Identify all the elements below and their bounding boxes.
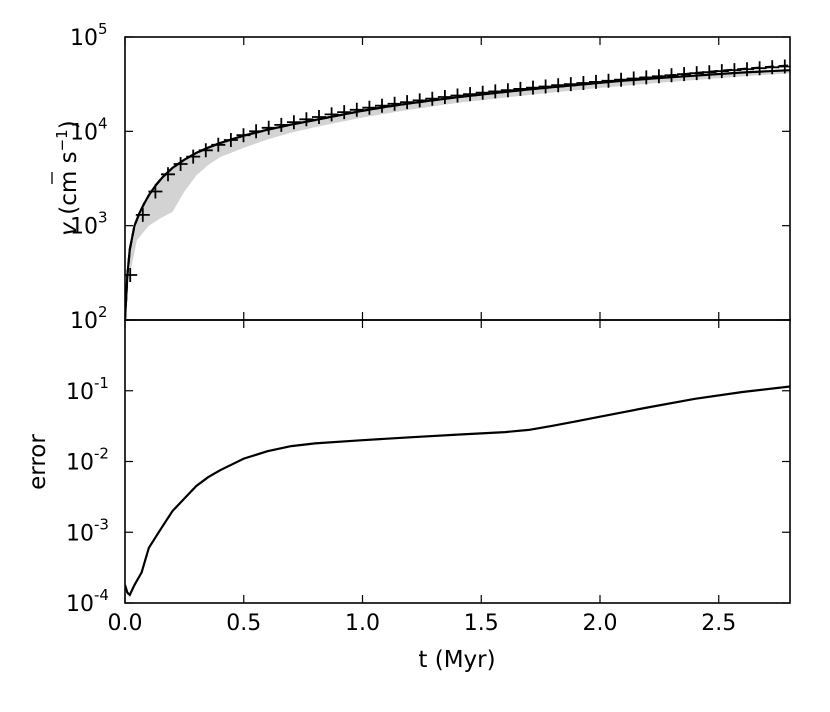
error-series-line	[125, 385, 790, 597]
plus-marker	[223, 133, 238, 147]
x-tick-label: 2.5	[701, 611, 736, 636]
x-tick-label: 1.5	[464, 611, 499, 636]
plus-marker	[677, 67, 692, 82]
dashed-series-line	[125, 64, 790, 320]
top-x-ticks	[124, 37, 720, 320]
plus-marker	[400, 95, 415, 110]
plus-marker	[475, 85, 490, 100]
x-tick-label: 0.0	[108, 611, 143, 636]
bottom-y-ticks: 10-4 10-3 10-2 10-1	[66, 374, 790, 617]
plus-marker	[513, 81, 528, 96]
plus-marker	[714, 64, 729, 79]
bottom-y-axis-label: error	[25, 434, 51, 490]
plus-marker	[186, 149, 201, 164]
plus-marker	[576, 76, 591, 90]
plus-marker	[626, 71, 641, 86]
plus-marker	[538, 79, 553, 94]
plus-marker	[337, 105, 352, 120]
x-tick-label: 0.5	[226, 611, 261, 636]
x-tick-label: 2.0	[583, 611, 618, 636]
plus-marker	[740, 62, 754, 77]
y-tick-label: 102	[70, 303, 108, 334]
x-axis-label: t (Myr)	[418, 647, 495, 673]
y-tick-label: 10-1	[66, 374, 109, 405]
plus-marker	[362, 100, 377, 115]
bottom-panel: 10-4 10-3 10-2 10-1 0.0 0.5 1.0 1.5 2.0 2.5 erro…	[25, 319, 791, 673]
uncertainty-band	[129, 70, 790, 275]
plus-marker	[324, 107, 339, 122]
y-tick-label: 10-4	[66, 586, 109, 617]
solid-series-line	[125, 69, 790, 320]
plus-marker	[601, 73, 616, 88]
velocity-symbol: v	[56, 222, 82, 236]
plus-marker	[488, 84, 503, 99]
plus-marker	[702, 65, 717, 80]
plus-marker	[589, 74, 603, 89]
plus-marker	[412, 93, 427, 108]
top-uncertainty-band-layer	[129, 70, 790, 275]
y-unit-open: (cm s	[56, 151, 82, 222]
plus-marker	[135, 207, 150, 222]
plus-marker	[526, 80, 540, 95]
y-unit-exponent: −1	[53, 129, 71, 151]
plus-marker	[261, 120, 276, 135]
plus-marker	[349, 102, 364, 117]
plus-marker	[463, 87, 478, 102]
plus-marker	[752, 61, 767, 76]
plus-marker	[425, 91, 440, 106]
plus-marker	[161, 167, 175, 182]
bottom-series-layer	[125, 385, 790, 597]
plus-marker	[664, 68, 679, 83]
y-tick-label: 105	[70, 20, 108, 51]
plus-marker	[639, 70, 654, 85]
plus-marker	[387, 96, 402, 111]
plus-marker	[450, 88, 465, 103]
plus-marker	[437, 90, 452, 104]
plus-marker	[727, 63, 742, 78]
plus-marker	[274, 117, 289, 132]
y-unit-close: )	[56, 120, 82, 129]
plus-marker	[500, 83, 515, 98]
top-panel: 102 103 104 105 v (cm s−1)	[51, 20, 791, 334]
top-series-layer	[125, 64, 790, 320]
plus-marker	[689, 66, 704, 81]
y-tick-label: 104	[70, 114, 108, 145]
plus-marker	[211, 137, 226, 152]
x-tick-label: 1.0	[345, 611, 380, 636]
plus-marker	[765, 60, 780, 75]
plus-marker	[563, 77, 578, 92]
top-markers-layer	[125, 59, 790, 282]
plus-marker	[249, 124, 264, 139]
plus-marker	[198, 143, 213, 158]
y-tick-label: 10-3	[66, 515, 109, 546]
top-y-ticks: 102 103 104 105	[70, 20, 790, 334]
plus-marker	[148, 184, 163, 199]
plus-marker	[299, 112, 314, 127]
plus-marker	[286, 115, 301, 130]
plus-marker	[651, 69, 666, 84]
plus-marker	[173, 157, 188, 171]
plus-marker	[614, 72, 629, 87]
y-tick-label: 103	[70, 209, 108, 240]
plus-marker	[236, 128, 251, 143]
plus-marker	[375, 98, 389, 113]
y-tick-label: 10-2	[66, 445, 109, 476]
plus-marker	[312, 110, 326, 124]
bottom-plot-frame	[124, 319, 791, 604]
bottom-x-ticks: 0.0 0.5 1.0 1.5 2.0 2.5	[108, 320, 736, 636]
top-y-axis-label: v (cm s−1)	[53, 120, 82, 235]
plus-marker	[551, 78, 566, 93]
